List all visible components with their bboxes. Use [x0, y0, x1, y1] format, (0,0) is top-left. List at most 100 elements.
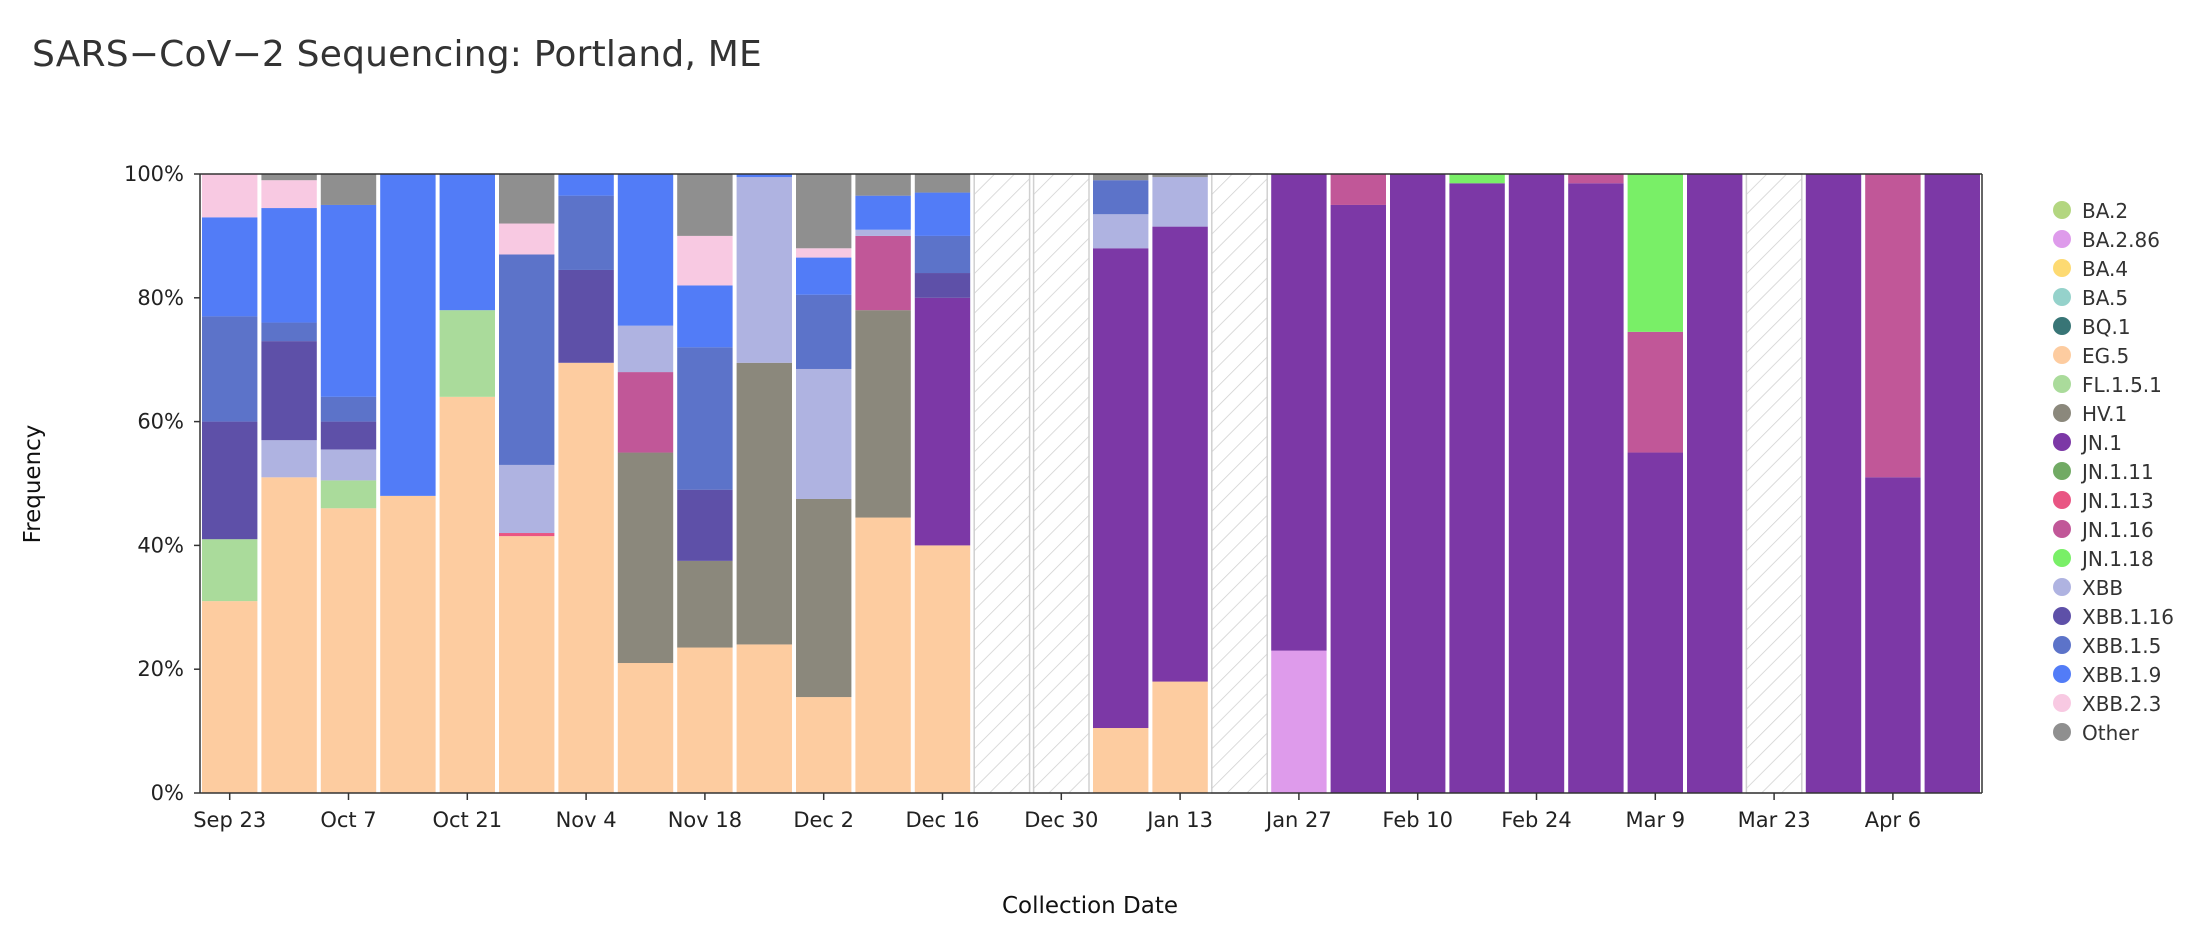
bar-segment: [1093, 248, 1149, 729]
x-tick-label: Oct 21: [432, 808, 502, 832]
bar-segment: [677, 235, 733, 286]
bar-segment: [499, 536, 555, 793]
y-tick-label: 0%: [151, 781, 184, 805]
bar-segment: [1271, 650, 1327, 793]
x-tick-label: Dec 2: [793, 808, 854, 832]
legend-swatch: [2053, 230, 2071, 248]
bar-segment: [796, 294, 852, 369]
bar-segment: [617, 452, 674, 664]
bar-segment: [261, 341, 317, 441]
bar-segment: [1093, 728, 1149, 793]
y-tick-label: 60%: [137, 410, 184, 434]
legend-swatch: [2053, 375, 2071, 393]
legend-label: XBB.1.16: [2082, 605, 2174, 629]
bar-segment: [439, 310, 495, 397]
bar-segment: [1271, 174, 1327, 651]
bar-segment: [1390, 174, 1446, 793]
bar-segment: [439, 396, 495, 793]
bar-segment: [380, 174, 436, 496]
legend-label: JN.1.16: [2080, 518, 2154, 542]
bar-segment: [617, 663, 674, 793]
bar-segment: [1093, 174, 1149, 181]
legend-swatch: [2053, 578, 2071, 596]
x-axis: Sep 23 Oct 7 Oct 21 Nov 4 Nov 18 Dec 2 Dec 16 D…: [193, 173, 1983, 832]
bar-segment: [914, 273, 971, 298]
bar-segment: [796, 174, 852, 249]
legend-label: JN.1.18: [2080, 547, 2154, 571]
legend-label: Other: [2082, 721, 2140, 745]
bar-segment: [677, 489, 733, 561]
bar-segment: [796, 248, 852, 258]
legend-swatch: [2053, 636, 2071, 654]
bar-segment: [617, 325, 674, 373]
bar-segment: [380, 495, 436, 793]
bar-segment: [855, 229, 911, 236]
legend-swatch: [2053, 462, 2071, 480]
bar-segment: [1330, 174, 1386, 205]
x-tick-label: Mar 23: [1738, 808, 1811, 832]
bar-segment: [1805, 174, 1862, 793]
bar-segment: [202, 316, 258, 422]
bar-segment: [677, 560, 733, 648]
bar-segment: [914, 545, 971, 793]
legend-label: BQ.1: [2082, 315, 2131, 339]
legend-swatch: [2053, 549, 2071, 567]
bar-segment: [320, 174, 377, 205]
bar-segment: [914, 297, 971, 546]
bar-segment: [261, 322, 317, 342]
legend-label: JN.1.13: [2080, 489, 2154, 513]
x-tick-label: Nov 4: [556, 808, 617, 832]
legend-label: XBB.2.3: [2082, 692, 2161, 716]
legend: BA.2 BA.2.86 BA.4 BA.5 BQ.1 EG.5 FL.1.5.1 HV.1 J…: [2053, 199, 2174, 745]
bar-segment: [1687, 174, 1743, 793]
bar-segment: [1152, 174, 1208, 178]
bar-segment: [736, 644, 792, 793]
bar-segment: [1152, 226, 1208, 682]
bar-segment: [261, 477, 317, 793]
bar-segment: [202, 539, 258, 602]
y-tick-label: 100%: [124, 162, 184, 186]
legend-label: HV.1: [2082, 402, 2127, 426]
bar-segment: [1449, 183, 1505, 793]
bar-segment: [261, 180, 317, 209]
bar-segment: [202, 421, 258, 540]
bar-segment: [677, 285, 733, 348]
bar-segment: [796, 257, 852, 295]
bar-segment: [320, 480, 377, 509]
bar-segment: [320, 396, 377, 422]
x-axis-label: Collection Date: [1002, 893, 1178, 919]
x-tick-label: Apr 6: [1865, 808, 1921, 832]
bar-segment: [499, 223, 555, 255]
x-tick-label: Dec 16: [905, 808, 979, 832]
legend-swatch: [2053, 607, 2071, 625]
x-tick-label: Nov 18: [668, 808, 742, 832]
bar-segment: [796, 368, 852, 499]
legend-swatch: [2053, 346, 2071, 364]
empty-week-bar: [1032, 173, 1090, 794]
bar-segment: [796, 697, 852, 793]
bar-segment: [677, 174, 733, 236]
bar-segment: [736, 174, 792, 178]
legend-label: FL.1.5.1: [2082, 373, 2162, 397]
bar-segment: [1568, 174, 1624, 184]
bar-segment: [499, 464, 555, 534]
legend-swatch: [2053, 520, 2071, 538]
bar-segment: [1568, 183, 1624, 793]
legend-label: JN.1: [2080, 431, 2122, 455]
y-axis: 0% 20% 40% 60% 80% 100%: [124, 162, 201, 805]
bar-segment: [499, 254, 555, 465]
legend-label: BA.2.86: [2082, 228, 2160, 252]
x-tick-label: Sep 23: [193, 808, 266, 832]
x-tick-label: Mar 9: [1625, 808, 1685, 832]
bar-segment: [855, 235, 911, 311]
y-tick-label: 80%: [137, 286, 184, 310]
bar-segment: [677, 347, 733, 490]
bar-segment: [1865, 477, 1921, 793]
bars-layer: [202, 173, 1980, 794]
bar-segment: [261, 174, 317, 181]
bar-segment: [320, 508, 377, 793]
bar-segment: [855, 517, 911, 793]
x-tick-label: Oct 7: [320, 808, 376, 832]
bar-segment: [1152, 177, 1208, 227]
